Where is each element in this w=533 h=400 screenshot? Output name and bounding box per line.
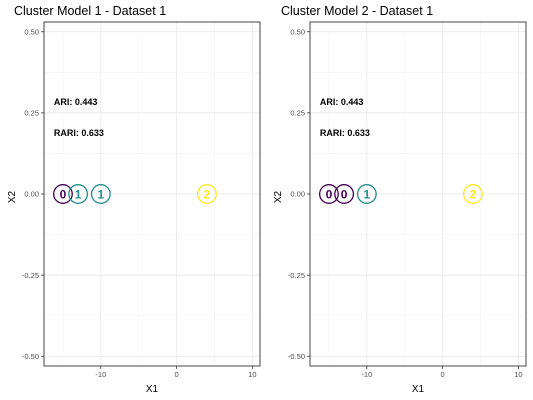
- cluster-point-label: 1: [363, 187, 370, 201]
- cluster-point: [68, 184, 89, 204]
- cluster-point-label: 0: [341, 187, 348, 201]
- y-tick-label: 0.00: [24, 190, 39, 199]
- chart-title: Cluster Model 1 - Dataset 1: [14, 4, 166, 18]
- x-axis-label: X1: [412, 384, 425, 395]
- cluster-point: [90, 184, 111, 204]
- x-tick-label: 10: [514, 370, 522, 379]
- cluster-point: [356, 184, 377, 204]
- cluster-point-label: 2: [204, 187, 211, 201]
- y-tick-label: 0.00: [290, 190, 305, 199]
- cluster-point-label: 1: [97, 187, 104, 201]
- cluster-point: [318, 184, 339, 204]
- y-tick-label: -0.50: [288, 352, 305, 361]
- x-tick-label: -10: [95, 370, 106, 379]
- x-axis-label: X1: [146, 384, 159, 395]
- y-tick-label: 0.50: [24, 27, 39, 36]
- y-axis-label: X2: [7, 190, 18, 203]
- cluster-point-label: 2: [470, 187, 477, 201]
- cluster-point: [334, 184, 355, 204]
- rari-annotation: RARI: 0.633: [320, 128, 370, 138]
- y-tick-label: -0.25: [288, 271, 305, 280]
- rari-annotation: RARI: 0.633: [54, 128, 104, 138]
- x-tick-label: 0: [175, 370, 179, 379]
- ari-annotation: ARI: 0.443: [320, 97, 364, 107]
- cluster-point-label: 0: [60, 187, 67, 201]
- ari-annotation: ARI: 0.443: [54, 97, 98, 107]
- cluster-point-label: 1: [75, 187, 82, 201]
- cluster-point: [462, 184, 483, 204]
- y-axis-label: X2: [273, 190, 284, 203]
- cluster-point: [196, 184, 217, 204]
- x-tick-label: 0: [441, 370, 445, 379]
- y-tick-label: -0.50: [22, 352, 39, 361]
- y-tick-label: 0.50: [290, 27, 305, 36]
- cluster-point: [52, 184, 73, 204]
- y-tick-label: -0.25: [22, 271, 39, 280]
- y-tick-label: 0.25: [290, 109, 305, 118]
- chart-title: Cluster Model 2 - Dataset 1: [281, 4, 433, 18]
- y-tick-label: 0.25: [24, 109, 39, 118]
- x-tick-label: 10: [248, 370, 256, 379]
- cluster-point-label: 0: [326, 187, 333, 201]
- x-tick-label: -10: [361, 370, 372, 379]
